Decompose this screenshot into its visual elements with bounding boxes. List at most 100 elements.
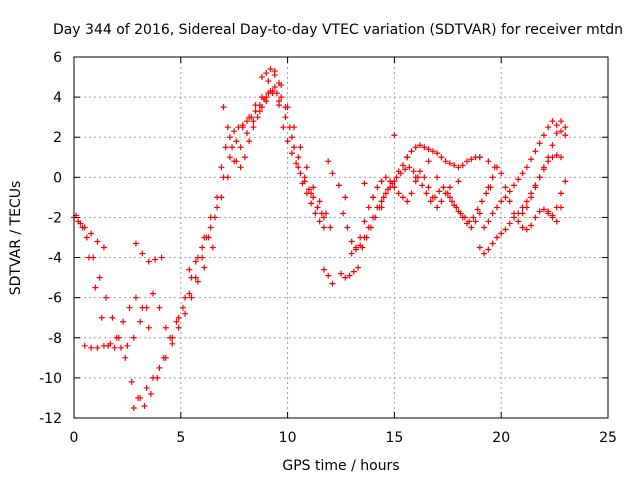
data-point: [382, 174, 389, 181]
data-point: [293, 160, 300, 167]
data-point: [451, 202, 458, 209]
data-point: [478, 198, 485, 205]
data-point: [137, 394, 144, 401]
data-point: [481, 224, 488, 231]
data-point: [438, 154, 445, 161]
data-point: [532, 214, 539, 221]
data-point: [303, 164, 310, 171]
data-point: [340, 210, 347, 217]
data-point: [214, 204, 221, 211]
data-point: [485, 218, 492, 225]
data-point: [158, 254, 165, 261]
data-point: [429, 194, 436, 201]
chart-title: Day 344 of 2016, Sidereal Day-to-day VTE…: [53, 22, 623, 38]
data-point: [194, 278, 201, 285]
data-point: [130, 334, 137, 341]
data-point: [549, 142, 556, 149]
y-tick-label: -12: [39, 411, 62, 427]
data-point: [423, 190, 430, 197]
data-point: [335, 182, 342, 189]
data-point: [519, 210, 526, 217]
data-point: [545, 154, 552, 161]
data-point: [222, 144, 229, 151]
data-point: [81, 342, 88, 349]
data-point: [271, 84, 278, 91]
data-point: [152, 256, 159, 263]
data-point: [536, 140, 543, 147]
data-point: [169, 334, 176, 341]
data-point: [498, 198, 505, 205]
data-point: [442, 158, 449, 165]
data-point: [267, 66, 274, 73]
data-point: [528, 156, 535, 163]
data-point: [434, 150, 441, 157]
data-point: [250, 124, 257, 131]
data-point: [455, 178, 462, 185]
data-point: [188, 294, 195, 301]
data-point: [201, 264, 208, 271]
data-point: [476, 210, 483, 217]
data-point: [246, 138, 253, 145]
data-point: [485, 158, 492, 165]
data-point: [310, 184, 317, 191]
data-point: [410, 168, 417, 175]
data-point: [132, 240, 139, 247]
data-point: [395, 168, 402, 175]
series-3: [132, 240, 165, 265]
series-4: [81, 294, 152, 351]
data-point: [549, 118, 556, 125]
data-point: [226, 134, 233, 141]
x-tick-label: 25: [599, 430, 617, 446]
data-point: [130, 404, 137, 411]
data-point: [342, 274, 349, 281]
data-point: [280, 124, 287, 131]
data-point: [455, 208, 462, 215]
data-point: [451, 162, 458, 169]
data-point: [231, 128, 238, 135]
data-point: [402, 166, 409, 173]
data-point: [459, 214, 466, 221]
data-point: [301, 178, 308, 185]
series-7: [220, 84, 325, 217]
data-point: [476, 154, 483, 161]
series-19: [476, 154, 498, 171]
data-point: [288, 150, 295, 157]
data-point: [440, 184, 447, 191]
data-point: [493, 234, 500, 241]
data-point: [425, 158, 432, 165]
data-point: [117, 344, 124, 351]
series-12: [348, 168, 483, 257]
data-point: [276, 80, 283, 87]
data-point: [124, 342, 131, 349]
data-point: [284, 138, 291, 145]
data-point: [295, 164, 302, 171]
data-point: [325, 272, 332, 279]
data-point: [303, 190, 310, 197]
data-point: [438, 198, 445, 205]
data-point: [421, 174, 428, 181]
data-point: [532, 148, 539, 155]
data-point: [314, 204, 321, 211]
plot-frame: [73, 56, 609, 419]
data-point: [545, 208, 552, 215]
data-point: [519, 224, 526, 231]
data-point: [346, 272, 353, 279]
data-point: [209, 244, 216, 251]
data-point: [233, 158, 240, 165]
data-point: [263, 94, 270, 101]
data-point: [481, 250, 488, 257]
data-point: [342, 194, 349, 201]
data-point: [470, 214, 477, 221]
data-point: [483, 190, 490, 197]
y-tick-label: 2: [53, 130, 62, 146]
data-point: [553, 122, 560, 129]
y-tick-label: 0: [53, 170, 62, 186]
data-point: [229, 144, 236, 151]
data-point: [182, 294, 189, 301]
data-point: [502, 184, 509, 191]
data-point: [511, 182, 518, 189]
data-point: [425, 184, 432, 191]
data-point: [85, 254, 92, 261]
data-point: [446, 160, 453, 167]
data-point: [107, 340, 114, 347]
